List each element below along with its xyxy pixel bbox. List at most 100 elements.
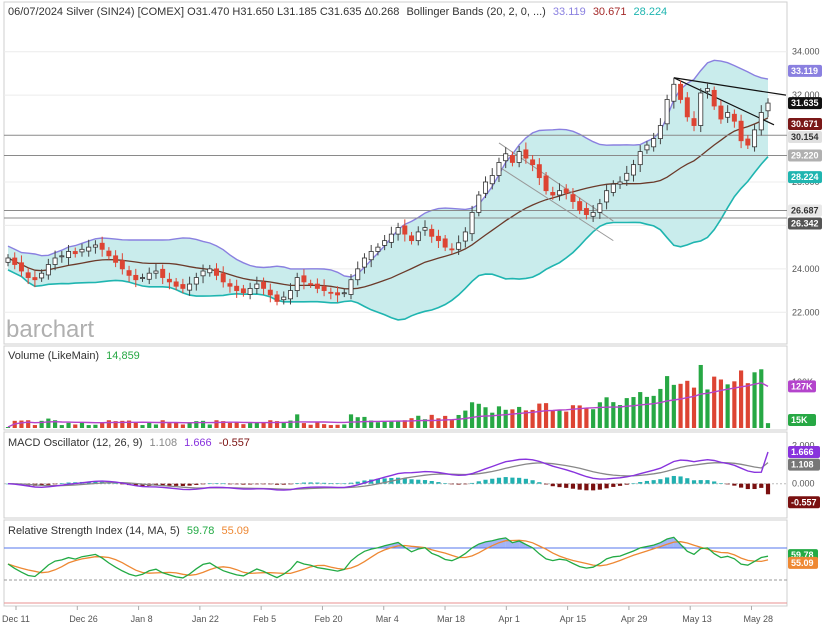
candle (59, 251, 65, 263)
candle (214, 263, 219, 281)
candle (711, 86, 717, 110)
candle-body (335, 292, 341, 296)
volume-bar (113, 421, 118, 428)
candle-body (590, 211, 596, 217)
x-tick-label: Apr 15 (560, 614, 587, 624)
rsi-tag-label: 55.09 (791, 558, 814, 568)
candle-body (287, 290, 293, 300)
candle-body (314, 283, 320, 289)
volume-bar (416, 415, 421, 428)
macd-hist-bar (718, 483, 724, 484)
macd-hist-bar (658, 479, 663, 484)
macd-hist-bar (167, 483, 172, 486)
macd-hist-bar (638, 482, 643, 484)
candle-body (765, 102, 771, 112)
volume-bar (335, 424, 340, 428)
macd-hist-bar (510, 477, 515, 484)
rsi-overbought-fill (478, 541, 486, 548)
price-tick-label: 24.000 (792, 264, 820, 274)
candle-body (617, 181, 623, 185)
macd-hist-bar (187, 483, 192, 486)
candle-body (449, 248, 455, 251)
macd-hist-bar (691, 480, 697, 484)
candle (247, 282, 253, 300)
price-panel-frame (3, 1, 788, 345)
rsi-title: Relative Strength Index (14, MA, 5) 59.7… (8, 525, 249, 537)
x-tick-label: May 13 (682, 614, 712, 624)
macd-title: MACD Oscillator (12, 26, 9) 1.108 1.666 … (8, 437, 250, 449)
price-tags: 33.119 31.635 30.671 30.154 29.220 28.224 26.6… (788, 64, 822, 230)
candle (314, 278, 320, 294)
macd-hist-bar (288, 483, 293, 485)
macd-hist-bar (328, 483, 333, 484)
macd-hist-bar (261, 483, 266, 485)
candle (503, 147, 509, 169)
candle-body (166, 278, 172, 283)
candle (489, 168, 495, 190)
price-tag-bg (788, 171, 822, 184)
macd-hist-bar (268, 483, 273, 485)
candle (704, 82, 710, 99)
macd-hist-bar (409, 479, 414, 484)
macd-hist-bar (396, 477, 401, 484)
candle (18, 255, 24, 277)
macd-hist-bar (214, 483, 219, 484)
macd-hist-bar (59, 483, 64, 484)
candle-body (234, 285, 240, 291)
macd-hist-bar (93, 481, 98, 484)
candle-body (160, 268, 166, 278)
candle (106, 247, 112, 260)
candle-body (704, 88, 710, 92)
price-tag: 28.224 (788, 171, 822, 184)
volume-bar (611, 402, 616, 428)
candle (294, 272, 300, 298)
price-tag-bg (788, 204, 822, 217)
macd-hist-bar (66, 482, 71, 484)
volume-ma-line (7, 382, 769, 428)
volume-bar (759, 369, 764, 428)
macd-hist-bar (523, 478, 528, 484)
macd-hist-bar (200, 483, 206, 485)
volume-bar (207, 424, 212, 428)
candle (308, 279, 314, 288)
candle (254, 276, 260, 295)
x-tick-label: Feb 20 (314, 614, 342, 624)
candle (664, 94, 670, 131)
candle-body (355, 268, 361, 281)
volume-bar (248, 423, 253, 428)
x-tick-label: Dec 11 (2, 614, 30, 624)
volume-bars (5, 364, 771, 428)
macd-hist-bar (725, 483, 730, 485)
candle (678, 80, 684, 104)
volume-bar (503, 409, 508, 428)
candle-body (409, 235, 415, 242)
price-tag-bg (788, 217, 822, 230)
candle (126, 265, 132, 282)
macd-tick-label: 0.000 (792, 479, 815, 489)
candle (476, 191, 482, 217)
volume-bar (200, 420, 206, 428)
macd-hist-bar (644, 480, 650, 484)
candle-body (483, 181, 489, 194)
candle-body (422, 227, 428, 231)
volume-bar (638, 392, 643, 428)
price-tag: 29.220 (788, 149, 822, 162)
macd-hist-bar (584, 483, 589, 491)
macd-hist-bar (570, 483, 576, 489)
volume-bar (490, 412, 495, 428)
macd-tick-label: 2.000 (792, 441, 815, 451)
macd-tag: 1.108 (788, 458, 820, 471)
rsi-ma-value: 55.09 (221, 525, 249, 537)
candle-body (119, 260, 125, 270)
candle (631, 159, 636, 182)
candle (610, 180, 616, 197)
macd-hist-bar (490, 478, 495, 484)
candle-body (32, 277, 38, 281)
macd-panel-frame (3, 431, 788, 519)
candle (469, 205, 475, 242)
candle (375, 243, 381, 256)
candle (456, 235, 462, 255)
macd-hist-bar (227, 483, 233, 485)
channel-line-lower (498, 166, 614, 242)
macd-hist-bar (537, 482, 542, 484)
